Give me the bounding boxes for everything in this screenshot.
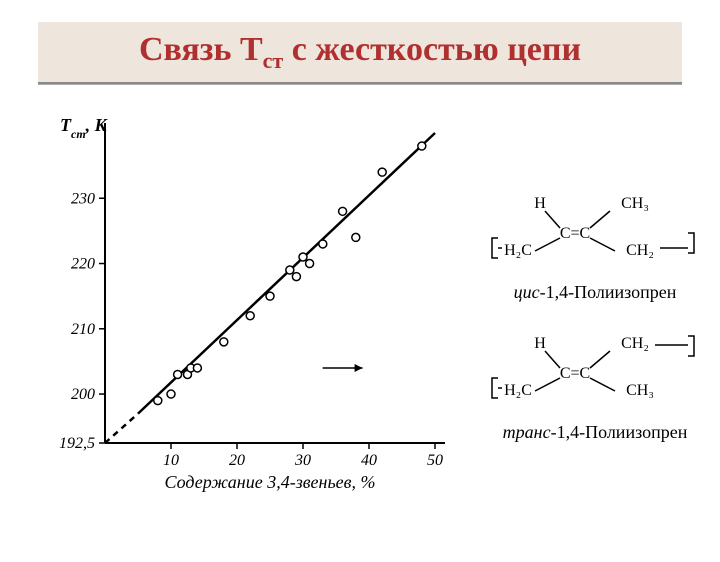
- svg-text:50: 50: [427, 452, 443, 469]
- chem-trans-bottom-left: H₂C: [504, 382, 532, 399]
- title-bar: Связь Тст с жесткостью цепи: [38, 22, 682, 84]
- chem-trans-top-left: H: [534, 335, 546, 352]
- chem-cis-center: C=C: [560, 225, 590, 242]
- svg-text:230: 230: [71, 190, 95, 207]
- svg-text:10: 10: [163, 452, 179, 469]
- content-area: 10 20 30 40 50 192,5 200 210 220 230 Тст, K Содержа…: [30, 103, 690, 523]
- svg-text:220: 220: [71, 256, 95, 273]
- chem-trans-svg: C=C H CH₂ H₂C CH₃: [470, 333, 720, 413]
- svg-text:200: 200: [71, 386, 95, 403]
- chem-cis-top-left: H: [534, 195, 546, 212]
- svg-text:192,5: 192,5: [59, 435, 95, 452]
- chem-trans-bottom-right: CH₃: [626, 382, 654, 399]
- scatter-chart: 10 20 30 40 50 192,5 200 210 220 230 Тст, K Содержа…: [30, 103, 460, 503]
- chem-trans-label: транс-1,4-Полиизопрен: [470, 423, 720, 441]
- chem-cis-bottom-left: H₂C: [504, 242, 532, 259]
- page-title: Связь Тст с жесткостью цепи: [139, 31, 581, 74]
- chem-cis-rest: -1,4-Полиизопрен: [540, 282, 677, 302]
- title-part1: Связь Т: [139, 31, 263, 68]
- svg-text:20: 20: [229, 452, 245, 469]
- chem-structure-cis: C=C H CH₃ H₂C CH₂ цис-1,4-Полиизопрен: [470, 193, 720, 301]
- chem-trans-center: C=C: [560, 365, 590, 382]
- chem-trans-top-right: CH₂: [621, 335, 649, 352]
- chem-trans-prefix: транс: [503, 422, 551, 442]
- chem-cis-label: цис-1,4-Полиизопрен: [470, 283, 720, 301]
- chem-cis-bottom-right: CH₂: [626, 242, 654, 259]
- chem-cis-top-right: CH₃: [621, 195, 649, 212]
- svg-text:40: 40: [361, 452, 377, 469]
- chem-structure-trans: C=C H CH₂ H₂C CH₃ транс-1,4-Полиизопрен: [470, 333, 720, 441]
- svg-text:Содержание 3,4-звеньев, %: Содержание 3,4-звеньев, %: [165, 472, 376, 492]
- chem-cis-prefix: цис: [514, 282, 540, 302]
- chem-cis-svg: C=C H CH₃ H₂C CH₂: [470, 193, 720, 273]
- divider: [38, 84, 682, 85]
- chem-trans-rest: -1,4-Полиизопрен: [551, 422, 688, 442]
- svg-text:210: 210: [71, 321, 95, 338]
- title-part2: с жесткостью цепи: [283, 31, 581, 68]
- svg-text:Тст, K: Тст, K: [60, 115, 109, 141]
- svg-text:30: 30: [294, 452, 311, 469]
- chart-svg: 10 20 30 40 50 192,5 200 210 220 230 Тст, K Содержа…: [30, 103, 460, 503]
- title-sub: ст: [263, 47, 284, 72]
